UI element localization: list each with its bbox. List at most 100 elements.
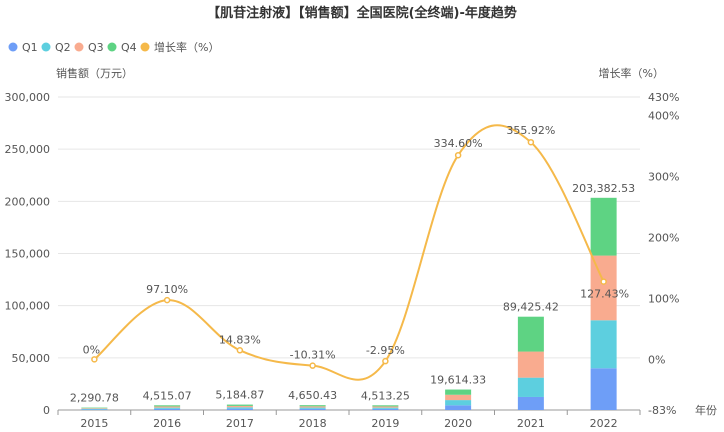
bar-Q3-2021 xyxy=(517,351,544,378)
y2-tick-3: 200% xyxy=(648,231,679,244)
y2-axis-title: 增长率（%） xyxy=(599,66,664,80)
y-tick-1: 50,000 xyxy=(12,352,51,365)
bar-Q4-2021 xyxy=(517,316,544,352)
legend-label-1: Q2 xyxy=(55,41,71,54)
y2-tick-2: 100% xyxy=(648,292,679,305)
y-tick-6: 300,000 xyxy=(5,91,51,104)
bar-Q2-2019 xyxy=(372,407,399,409)
y2-tick-4: 300% xyxy=(648,170,679,183)
bar-Q3-2020 xyxy=(445,394,472,401)
y2-tick-5: 400% xyxy=(648,109,679,122)
x-tick-2022: 2022 xyxy=(590,417,618,430)
growth-label-2015: 0% xyxy=(83,343,100,356)
y2-tick-1: 0% xyxy=(648,353,665,366)
legend-label-4: 增长率（%） xyxy=(154,40,219,54)
total-label-2019: 4,513.25 xyxy=(361,389,410,402)
total-label-2015: 2,290.78 xyxy=(70,392,119,405)
growth-point-2017 xyxy=(236,347,244,354)
bar-Q2-2015 xyxy=(81,408,108,410)
bar-Q2-2016 xyxy=(154,407,181,409)
bar-Q1-2018 xyxy=(299,408,326,410)
x-axis-title: 年份 xyxy=(695,403,717,417)
legend-marker-0 xyxy=(8,42,18,52)
growth-label-2022: 127.43% xyxy=(580,288,629,301)
total-label-2018: 4,650.43 xyxy=(288,389,337,402)
bars xyxy=(81,197,617,410)
bar-Q3-2022 xyxy=(590,255,617,321)
x-axis-ticks: 2015 2016 2017 2018 2019 2020 2021 2022 xyxy=(57,410,641,430)
y2-axis-ticks: -83% 0% 100% 200% 300% 400% 430% xyxy=(648,91,679,417)
growth-label-2020: 334.60% xyxy=(434,137,483,150)
grid-lines xyxy=(58,96,640,411)
bar-Q3-2015 xyxy=(81,408,108,409)
x-tick-2020: 2020 xyxy=(444,417,472,430)
y-tick-3: 150,000 xyxy=(5,248,51,261)
bar-Q4-2017 xyxy=(226,404,253,406)
growth-point-2020 xyxy=(454,151,462,159)
total-label-2020: 19,614.33 xyxy=(430,374,486,387)
bar-Q1-2016 xyxy=(154,408,181,410)
legend-label-2: Q3 xyxy=(88,41,104,54)
bar-Q3-2017 xyxy=(226,405,253,408)
x-tick-2016: 2016 xyxy=(153,417,181,430)
legend-marker-1 xyxy=(41,42,51,52)
y-tick-5: 250,000 xyxy=(5,143,51,156)
y-axis-title: 销售额（万元） xyxy=(56,66,133,80)
x-tick-2021: 2021 xyxy=(517,417,545,430)
growth-point-2021 xyxy=(527,138,535,146)
y2-tick-0: -83% xyxy=(648,404,676,417)
legend-marker-2 xyxy=(74,42,84,52)
growth-label-2016: 97.10% xyxy=(146,283,188,296)
x-tick-2015: 2015 xyxy=(80,417,108,430)
bar-Q2-2020 xyxy=(445,400,472,406)
bar-Q2-2017 xyxy=(226,407,253,409)
legend-label-0: Q1 xyxy=(22,41,38,54)
bar-Q2-2022 xyxy=(590,320,617,369)
bar-Q1-2021 xyxy=(517,396,544,410)
x-tick-2019: 2019 xyxy=(371,417,399,430)
chart-title: 【肌苷注射液】【销售额】全国医院(全终端)-年度趋势 xyxy=(207,5,517,21)
growth-point-2022 xyxy=(600,278,607,285)
bar-Q4-2015 xyxy=(81,407,108,409)
bar-Q2-2018 xyxy=(299,407,326,409)
bar-Q2-2021 xyxy=(517,377,544,397)
total-label-2017: 5,184.87 xyxy=(215,389,264,402)
y2-tick-6: 430% xyxy=(648,91,679,104)
bar-Q4-2019 xyxy=(372,405,399,407)
total-label-2016: 4,515.07 xyxy=(143,389,192,402)
growth-point-2019 xyxy=(382,357,389,365)
total-label-2022: 203,382.53 xyxy=(572,182,635,195)
growth-label-2017: 14.83% xyxy=(219,333,261,346)
y-axis-ticks: 0 50,000 100,000 150,000 200,000 250,000 300,0… xyxy=(5,91,51,417)
growth-line xyxy=(91,124,607,381)
growth-point-2015 xyxy=(91,356,98,363)
bar-Q4-2018 xyxy=(299,405,326,407)
growth-label-2019: -2.95% xyxy=(366,344,405,357)
bar-Q4-2016 xyxy=(154,405,181,407)
total-label-2021: 89,425.42 xyxy=(503,301,559,314)
y-tick-4: 200,000 xyxy=(5,195,51,208)
y-tick-0: 0 xyxy=(43,404,50,417)
bar-Q1-2019 xyxy=(372,408,399,410)
y-tick-2: 100,000 xyxy=(5,300,51,313)
growth-point-2018 xyxy=(309,362,316,369)
legend-marker-4 xyxy=(140,42,150,52)
legend-marker-3 xyxy=(107,42,117,52)
growth-label-2018: -10.31% xyxy=(290,349,336,362)
bar-Q3-2016 xyxy=(154,406,181,408)
bar-Q1-2020 xyxy=(445,405,472,410)
bar-Q4-2022 xyxy=(590,197,617,256)
bar-Q3-2019 xyxy=(372,406,399,408)
bar-Q1-2022 xyxy=(590,368,617,410)
x-tick-2018: 2018 xyxy=(299,417,327,430)
bar-Q3-2018 xyxy=(299,406,326,408)
x-tick-2017: 2017 xyxy=(226,417,254,430)
growth-label-2021: 355.92% xyxy=(506,124,555,137)
legend[interactable]: Q1 Q2 Q3 Q4 增长率（%） xyxy=(8,40,220,54)
bar-Q4-2020 xyxy=(445,389,472,395)
legend-label-3: Q4 xyxy=(121,41,137,54)
growth-point-2016 xyxy=(163,296,171,304)
bar-Q1-2015 xyxy=(81,409,108,410)
bar-Q1-2017 xyxy=(226,408,253,410)
